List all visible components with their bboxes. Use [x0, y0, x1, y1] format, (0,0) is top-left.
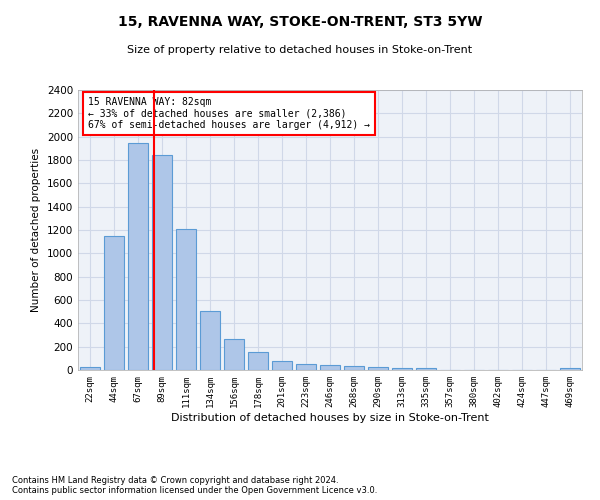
Bar: [320, 365, 340, 370]
Bar: [104, 236, 124, 370]
Text: Size of property relative to detached houses in Stoke-on-Trent: Size of property relative to detached ho…: [127, 45, 473, 55]
Text: Contains public sector information licensed under the Open Government Licence v3: Contains public sector information licen…: [12, 486, 377, 495]
Bar: [272, 360, 292, 370]
Bar: [344, 366, 364, 370]
Bar: [176, 229, 196, 370]
Bar: [296, 364, 316, 370]
Bar: [152, 156, 172, 370]
Bar: [560, 368, 580, 370]
Bar: [368, 368, 388, 370]
X-axis label: Distribution of detached houses by size in Stoke-on-Trent: Distribution of detached houses by size …: [171, 412, 489, 422]
Bar: [200, 310, 220, 370]
Y-axis label: Number of detached properties: Number of detached properties: [31, 148, 41, 312]
Bar: [392, 368, 412, 370]
Bar: [224, 339, 244, 370]
Bar: [416, 368, 436, 370]
Bar: [128, 142, 148, 370]
Bar: [80, 366, 100, 370]
Bar: [248, 352, 268, 370]
Text: 15, RAVENNA WAY, STOKE-ON-TRENT, ST3 5YW: 15, RAVENNA WAY, STOKE-ON-TRENT, ST3 5YW: [118, 15, 482, 29]
Text: Contains HM Land Registry data © Crown copyright and database right 2024.: Contains HM Land Registry data © Crown c…: [12, 476, 338, 485]
Text: 15 RAVENNA WAY: 82sqm
← 33% of detached houses are smaller (2,386)
67% of semi-d: 15 RAVENNA WAY: 82sqm ← 33% of detached …: [88, 97, 370, 130]
